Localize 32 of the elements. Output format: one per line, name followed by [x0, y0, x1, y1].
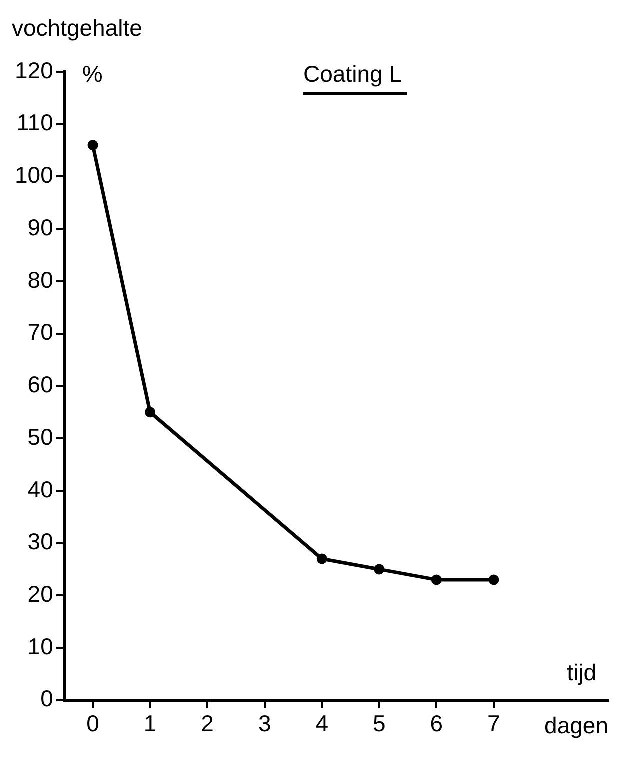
x-tick-label: 5	[372, 710, 386, 737]
point	[88, 140, 98, 151]
y-tick-label: 70	[28, 319, 54, 346]
chart-title: Coating L	[304, 61, 402, 87]
y-tick-label: 120	[15, 57, 54, 84]
x-tick-label: 7	[488, 710, 500, 737]
x-tick-label: 4	[316, 710, 329, 737]
point	[316, 554, 328, 564]
y-tick-label: 80	[28, 266, 54, 293]
x-tick-label: 3	[258, 710, 272, 737]
point	[488, 574, 500, 586]
y-tick-label: 10	[28, 633, 54, 660]
x-axis-title: tijd	[567, 659, 596, 686]
y-tick-label: 60	[28, 372, 54, 398]
y-tick-label: 40	[28, 476, 54, 502]
y-tick-label: 100	[15, 162, 54, 188]
y-tick-label: 90	[28, 214, 54, 240]
y-tick-label: 0	[40, 686, 54, 712]
y-tick-label: 20	[28, 581, 54, 608]
annotation: %	[82, 61, 103, 87]
y-tick-label: 110	[16, 110, 54, 136]
y-tick-label: 30	[28, 528, 54, 555]
y-tick-label: 50	[28, 424, 54, 450]
y-axis-title: vochtgehalte	[12, 15, 142, 41]
point	[431, 574, 442, 586]
x-tick-label: 6	[430, 710, 444, 737]
point	[145, 407, 156, 418]
x-tick-label: 2	[201, 710, 214, 737]
point	[374, 564, 385, 575]
x-tick-label: 0	[86, 710, 100, 737]
x-tick-label: 1	[144, 710, 157, 737]
text: dagen	[544, 712, 608, 738]
